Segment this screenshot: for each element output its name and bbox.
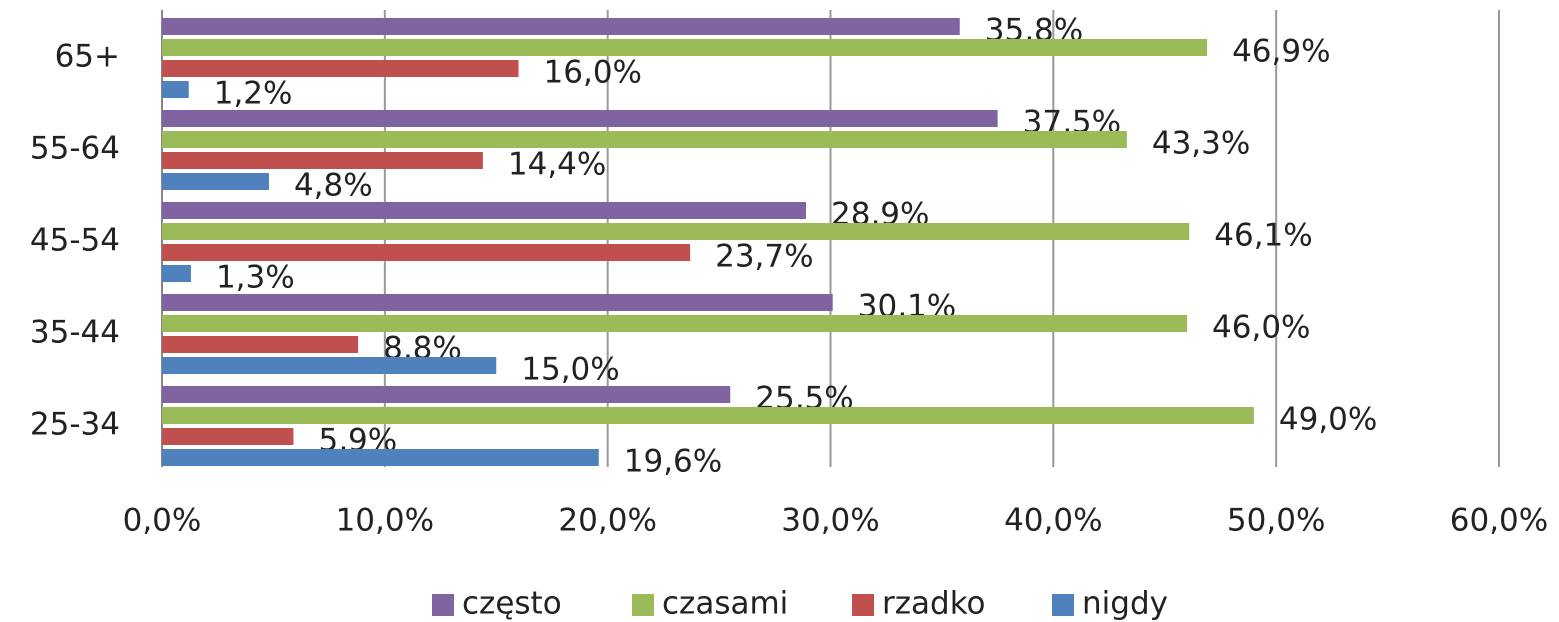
legend-swatch: [852, 594, 874, 616]
bar: [162, 202, 806, 219]
x-tick-label: 20,0%: [558, 503, 656, 539]
x-tick-label: 50,0%: [1227, 503, 1325, 539]
legend-swatch: [1052, 594, 1074, 616]
data-label: 49,0%: [1279, 402, 1377, 438]
bar: [162, 428, 294, 445]
y-tick-label: 45-54: [30, 223, 120, 259]
data-label: 46,1%: [1214, 218, 1312, 254]
legend-swatch: [432, 594, 454, 616]
bar: [162, 265, 191, 282]
legend-label: rzadko: [882, 586, 986, 622]
bar: [162, 131, 1127, 148]
data-label: 1,2%: [214, 76, 293, 112]
legend-swatch: [632, 594, 654, 616]
bar: [162, 336, 359, 353]
y-tick-label: 35-44: [30, 315, 120, 351]
data-label: 19,6%: [624, 444, 722, 480]
data-label: 43,3%: [1152, 126, 1250, 162]
y-tick-label: 55-64: [30, 131, 120, 167]
bar: [162, 407, 1254, 424]
bar: [162, 173, 269, 190]
data-label: 1,3%: [216, 260, 295, 296]
data-label: 46,9%: [1232, 34, 1330, 70]
bar: [162, 152, 483, 169]
data-label: 14,4%: [508, 147, 606, 183]
bar: [162, 357, 497, 374]
bar: [162, 18, 960, 35]
bar: [162, 110, 998, 127]
legend-label: nigdy: [1082, 586, 1168, 622]
x-tick-label: 40,0%: [1004, 503, 1102, 539]
bar: [162, 386, 731, 403]
x-tick-label: 10,0%: [336, 503, 434, 539]
data-label: 23,7%: [715, 239, 813, 275]
data-label: 46,0%: [1212, 310, 1310, 346]
x-tick-label: 30,0%: [781, 503, 879, 539]
data-label: 15,0%: [521, 352, 619, 388]
legend-label: często: [462, 586, 562, 622]
x-tick-label: 60,0%: [1450, 503, 1548, 539]
bar: [162, 60, 519, 77]
data-label: 16,0%: [544, 55, 642, 91]
bar: [162, 223, 1190, 240]
bar: [162, 39, 1208, 56]
bar: [162, 81, 189, 98]
y-tick-label: 25-34: [30, 407, 120, 443]
bar: [162, 315, 1188, 332]
bar: [162, 244, 691, 261]
y-tick-label: 65+: [55, 39, 120, 75]
data-label: 4,8%: [294, 168, 373, 204]
legend-label: czasami: [662, 586, 788, 622]
bar: [162, 449, 599, 466]
x-tick-label: 0,0%: [123, 503, 202, 539]
bar: [162, 294, 833, 311]
